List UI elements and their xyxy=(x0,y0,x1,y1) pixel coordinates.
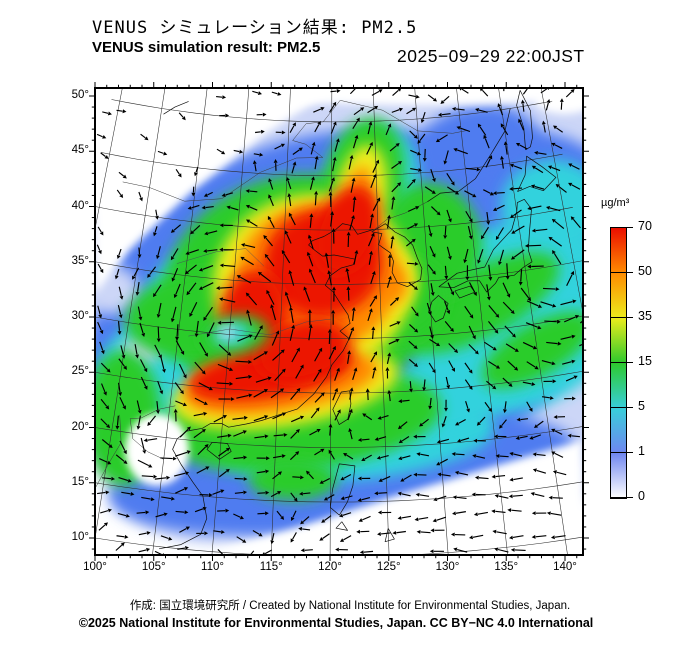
coastline xyxy=(517,155,557,192)
country-border xyxy=(129,405,176,460)
colorbar-level-label: 70 xyxy=(638,219,652,233)
graticule-parallel xyxy=(95,481,583,503)
y-tick-label: 10° xyxy=(71,531,89,543)
colorbar-level-label: 0 xyxy=(638,489,645,503)
graticule-parallel xyxy=(95,370,583,394)
pm25-blob xyxy=(222,329,230,335)
x-tick-label: 115° xyxy=(259,561,283,573)
x-tick-label: 100° xyxy=(83,561,107,573)
colorbar-level-label: 50 xyxy=(638,264,652,278)
colorbar-level-label: 15 xyxy=(638,354,652,368)
y-tick-label: 15° xyxy=(71,475,89,488)
coastline xyxy=(438,198,533,293)
graticule-parallel xyxy=(95,426,583,448)
graticule-meridian xyxy=(540,88,583,315)
y-tick-label: 35° xyxy=(71,254,89,267)
coastline xyxy=(428,295,449,323)
colorbar-tick xyxy=(627,271,633,273)
map-panel xyxy=(89,82,589,561)
graticule-meridian xyxy=(95,88,123,231)
colorbar-tick xyxy=(610,271,626,273)
coastline xyxy=(384,528,395,543)
graticule-parallel xyxy=(95,536,583,555)
clear-zone xyxy=(207,440,583,555)
colorbar-tick xyxy=(627,361,633,363)
colorbar-tick xyxy=(627,226,633,228)
coastline xyxy=(332,390,352,425)
colorbar-level-label: 5 xyxy=(638,399,645,413)
y-tick-label: 30° xyxy=(71,310,89,322)
y-tick-label: 25° xyxy=(71,365,89,378)
y-tick-label: 50° xyxy=(71,89,89,101)
page-subtitle-english: VENUS simulation result: PM2.5 xyxy=(92,39,321,56)
wind-arrows xyxy=(96,88,583,555)
colorbar-tick xyxy=(610,496,626,498)
axis-ticks xyxy=(89,82,589,561)
river xyxy=(188,318,332,337)
colorbar-tick xyxy=(627,406,633,408)
coastline xyxy=(206,441,232,460)
colorbar-tick xyxy=(610,226,626,228)
coastline xyxy=(329,463,356,516)
colorbar-tick xyxy=(627,496,633,498)
colorbar-tick xyxy=(610,451,626,453)
colorbar-tick xyxy=(610,316,626,318)
colorbar-level-label: 1 xyxy=(638,444,645,458)
clear-zone xyxy=(125,414,189,486)
country-border xyxy=(323,100,466,134)
pm25-blob xyxy=(255,318,351,382)
colorbar-unit-label: µg/m³ xyxy=(601,197,630,209)
graticule-parallel xyxy=(95,206,573,231)
x-tick-label: 120° xyxy=(318,561,342,573)
colorbar-gradient xyxy=(610,227,627,499)
pm25-blob xyxy=(415,105,539,187)
graticule-parallel xyxy=(111,99,553,123)
y-tick-label: 20° xyxy=(71,420,89,433)
colorbar-level-label: 35 xyxy=(638,309,652,323)
colorbar-tick xyxy=(627,451,633,453)
y-tick-label: 40° xyxy=(71,199,89,212)
x-tick-label: 125° xyxy=(376,561,401,573)
coastline xyxy=(163,101,189,115)
map-canvas xyxy=(89,82,589,561)
coastline xyxy=(335,521,348,531)
coastline xyxy=(371,223,423,288)
map-frame xyxy=(94,87,584,556)
colorbar-tick xyxy=(627,316,633,318)
x-tick-label: 135° xyxy=(494,561,519,573)
colorbar-tick xyxy=(610,361,626,363)
clear-zone xyxy=(95,88,335,294)
copyright-line: ©2025 National Institute for Environment… xyxy=(78,616,594,630)
country-border xyxy=(122,121,324,202)
pm25-blob xyxy=(501,160,583,252)
page-title-japanese: VENUS シミュレーション結果: PM2.5 xyxy=(92,18,418,38)
x-tick-label: 105° xyxy=(141,561,166,573)
pm25-blob xyxy=(249,460,337,500)
map-layers xyxy=(95,88,583,555)
x-tick-label: 130° xyxy=(435,561,460,573)
coastline xyxy=(516,90,533,151)
x-tick-label: 110° xyxy=(201,561,224,573)
y-tick-label: 45° xyxy=(71,144,89,157)
credit-line: 作成: 国立環境研究所 / Created by National Instit… xyxy=(129,600,571,612)
datetime-label: 2025−09−29 22:00JST xyxy=(397,46,585,66)
x-tick-label: 140° xyxy=(553,561,577,573)
colorbar-tick xyxy=(610,406,626,408)
